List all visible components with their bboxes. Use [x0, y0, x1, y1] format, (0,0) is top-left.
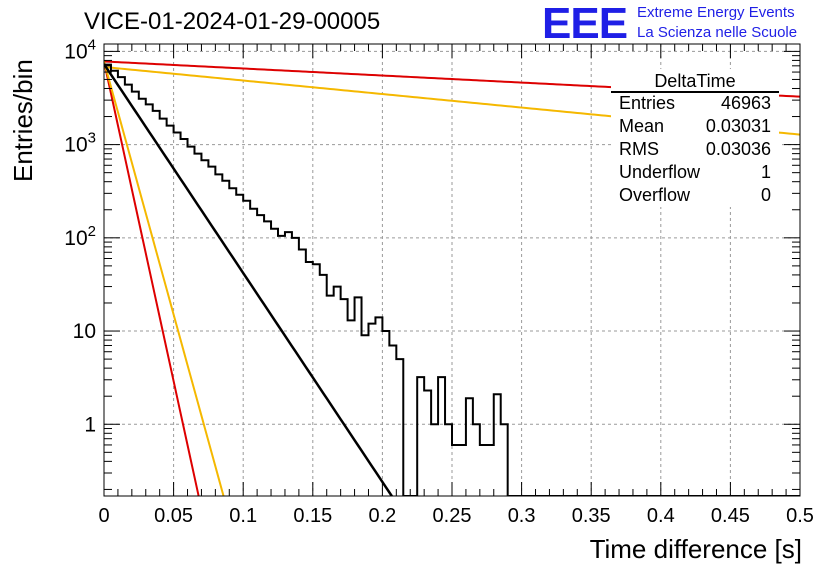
y-tick-label: 102	[64, 223, 96, 250]
x-axis-label: Time difference [s]	[589, 534, 802, 564]
y-tick-label: 10	[73, 320, 96, 343]
y-axis-label: Entries/bin	[8, 59, 38, 182]
plot-title: VICE-01-2024-01-29-00005	[84, 8, 381, 35]
logo-subtitle-2: La Scienza nelle Scuole	[637, 24, 798, 41]
stats-label: Overflow	[619, 185, 691, 205]
x-tick-label: 0.25	[433, 505, 472, 527]
x-tick-label: 0.05	[154, 505, 193, 527]
x-tick-label: 0.2	[368, 505, 396, 527]
stats-value: 0.03036	[705, 139, 771, 159]
fit-lines-overlay	[104, 63, 394, 496]
x-axis-ticks: 0 0.05 0.1 0.15 0.2 0.25 0.3 0.35 0.4 0.45 0.5	[98, 44, 814, 527]
stats-value: 0	[760, 185, 771, 205]
x-tick-label: 0	[98, 505, 109, 527]
stats-value: 46963	[720, 93, 771, 113]
fit-line	[104, 61, 225, 496]
x-tick-label: 0.1	[229, 505, 257, 527]
stats-label: Underflow	[619, 162, 701, 182]
x-tick-label: 0.15	[293, 505, 332, 527]
x-tick-label: 0.35	[572, 505, 611, 527]
x-tick-label: 0.5	[786, 505, 814, 527]
histogram-steps	[104, 63, 800, 496]
stats-value: 1	[760, 162, 771, 182]
stats-value: 0.03031	[705, 116, 771, 136]
stats-label: Entries	[619, 93, 676, 113]
x-tick-label: 0.4	[647, 505, 675, 527]
x-tick-label: 0.3	[508, 505, 536, 527]
stats-title: DeltaTime	[654, 71, 736, 91]
y-tick-label: 1	[84, 413, 96, 436]
stats-box: DeltaTime Entries 46963 Mean 0.03031 RMS…	[611, 69, 779, 207]
x-tick-label: 0.45	[711, 505, 750, 527]
fit-line	[104, 61, 200, 496]
logo-subtitle-1: Extreme Energy Events	[637, 4, 795, 21]
fit-line	[104, 63, 394, 496]
stats-label: RMS	[619, 139, 659, 159]
stats-divider	[611, 91, 779, 93]
stats-label: Mean	[619, 116, 665, 136]
y-tick-label: 103	[64, 130, 96, 157]
histogram	[104, 63, 800, 496]
eee-logo: EEE	[542, 0, 628, 48]
y-tick-label: 104	[64, 36, 96, 63]
